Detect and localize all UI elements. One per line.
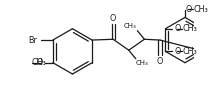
Text: CH₃: CH₃ [136, 60, 149, 66]
Text: O: O [174, 47, 181, 56]
Text: CH₃: CH₃ [32, 58, 46, 67]
Text: CH₃: CH₃ [183, 24, 197, 33]
Text: O: O [157, 57, 163, 66]
Text: O: O [110, 14, 116, 23]
Text: O: O [174, 24, 181, 33]
Text: Br: Br [28, 36, 37, 45]
Text: CH₃: CH₃ [124, 23, 136, 29]
Text: O: O [37, 58, 43, 67]
Text: CH₃: CH₃ [183, 47, 197, 56]
Text: CH₃: CH₃ [193, 5, 208, 14]
Text: O: O [185, 5, 192, 14]
